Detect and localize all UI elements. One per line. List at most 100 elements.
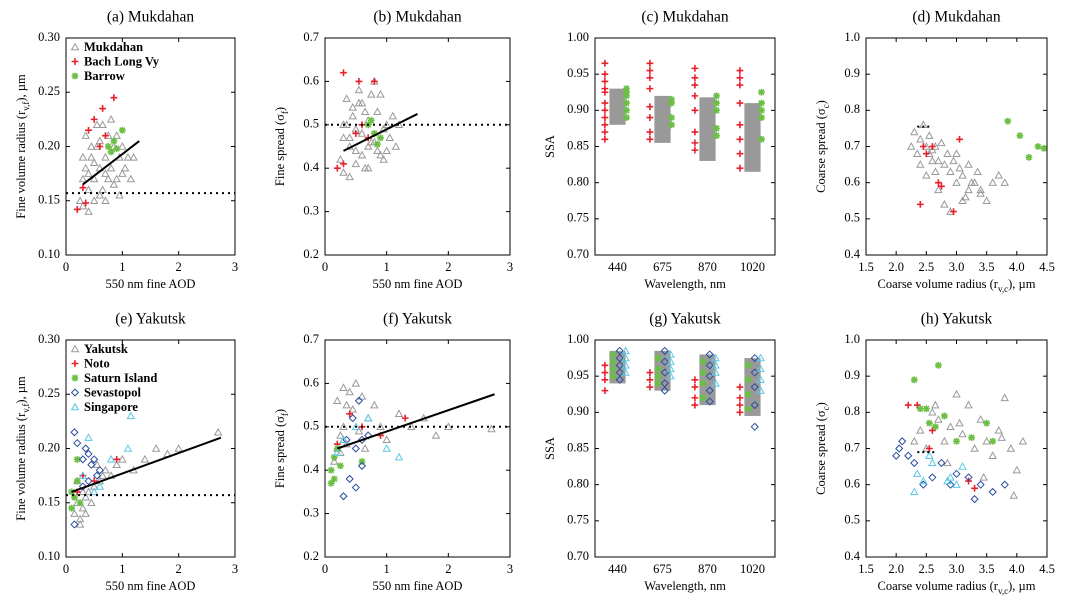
point	[654, 365, 662, 373]
point	[373, 146, 382, 155]
plot-area	[66, 94, 235, 215]
point	[89, 196, 99, 204]
x-tick-label: 3	[232, 260, 238, 274]
x-axis-label-part: Coarse volume radius (r	[878, 579, 999, 593]
y-tick-label: 1.00	[567, 332, 589, 346]
point	[973, 167, 982, 176]
point	[736, 121, 744, 129]
y-axis-label: SSA	[543, 135, 557, 158]
point	[940, 160, 949, 168]
x-axis-label-part: 550 nm fine AOD	[373, 277, 463, 291]
point	[101, 152, 110, 161]
y-tick-label: 0.20	[38, 440, 60, 454]
point	[601, 88, 609, 96]
point	[385, 133, 394, 142]
point	[1004, 117, 1012, 125]
point	[99, 105, 107, 112]
point	[78, 471, 88, 479]
point	[646, 369, 654, 376]
point	[646, 103, 654, 111]
point	[374, 140, 381, 148]
x-tick-label: 2.0	[888, 562, 904, 576]
point	[104, 174, 113, 183]
point	[705, 397, 714, 406]
point	[744, 390, 752, 398]
point	[950, 208, 957, 215]
point	[1009, 491, 1019, 499]
point	[968, 434, 975, 442]
point	[78, 487, 88, 496]
point	[956, 135, 963, 143]
y-axis-label: Coarse spread (σc)	[814, 100, 831, 193]
legend-marker	[71, 374, 79, 382]
point	[123, 444, 133, 452]
point	[736, 164, 744, 172]
point	[916, 200, 924, 208]
legend-marker	[71, 360, 79, 367]
point	[391, 142, 401, 150]
point	[964, 160, 973, 168]
point	[660, 357, 669, 366]
x-tick-label: 675	[653, 562, 672, 576]
point	[92, 120, 102, 129]
point	[736, 81, 744, 89]
fit-line	[343, 113, 418, 152]
panel-title: (a) Mukdahan	[107, 9, 195, 26]
point	[736, 408, 744, 416]
y-axis-label-part: )	[273, 409, 287, 413]
point	[140, 454, 150, 463]
point	[958, 429, 967, 438]
point	[82, 199, 90, 207]
y-tick-label: 0.6	[303, 73, 319, 87]
point	[931, 400, 940, 409]
x-tick-label: 2	[445, 562, 451, 576]
point	[339, 422, 348, 431]
point	[118, 142, 127, 150]
x-tick-label: 3.0	[949, 562, 965, 576]
y-tick-label: 0.6	[844, 477, 860, 491]
point	[89, 174, 99, 183]
point	[904, 401, 912, 409]
point	[76, 499, 84, 507]
point	[327, 479, 335, 487]
point	[345, 172, 354, 181]
panel-title: (d) Mukdahan	[912, 9, 1000, 26]
y-axis-label-part: Fine volume radius (r	[14, 412, 28, 521]
point	[101, 169, 110, 177]
point	[95, 466, 104, 475]
y-tick-label: 0.4	[303, 160, 319, 174]
point	[351, 422, 361, 431]
point	[711, 360, 720, 369]
point	[919, 143, 927, 150]
x-tick-label: 0	[322, 260, 328, 274]
point	[376, 89, 385, 98]
point	[339, 120, 348, 129]
point	[376, 150, 385, 159]
point	[744, 361, 752, 369]
point	[351, 483, 360, 492]
x-tick-label: 440	[608, 562, 627, 576]
point	[388, 111, 398, 120]
point	[989, 437, 997, 445]
y-axis-label-part: )	[273, 107, 287, 111]
point	[112, 174, 121, 183]
point	[609, 358, 617, 366]
point	[997, 433, 1006, 441]
point	[898, 437, 907, 446]
point	[84, 185, 93, 194]
point	[113, 455, 121, 463]
point	[601, 121, 609, 129]
point	[750, 422, 759, 431]
legend-label: Bach Long Vy	[84, 54, 160, 68]
point	[621, 360, 630, 369]
plot-frame	[865, 37, 1048, 256]
point	[668, 96, 675, 103]
point	[976, 189, 985, 197]
point	[691, 376, 699, 384]
point	[964, 400, 973, 409]
point	[943, 149, 952, 157]
point	[744, 376, 752, 384]
y-tick-label: 0.9	[844, 368, 860, 382]
point	[89, 158, 99, 166]
point	[330, 475, 338, 483]
